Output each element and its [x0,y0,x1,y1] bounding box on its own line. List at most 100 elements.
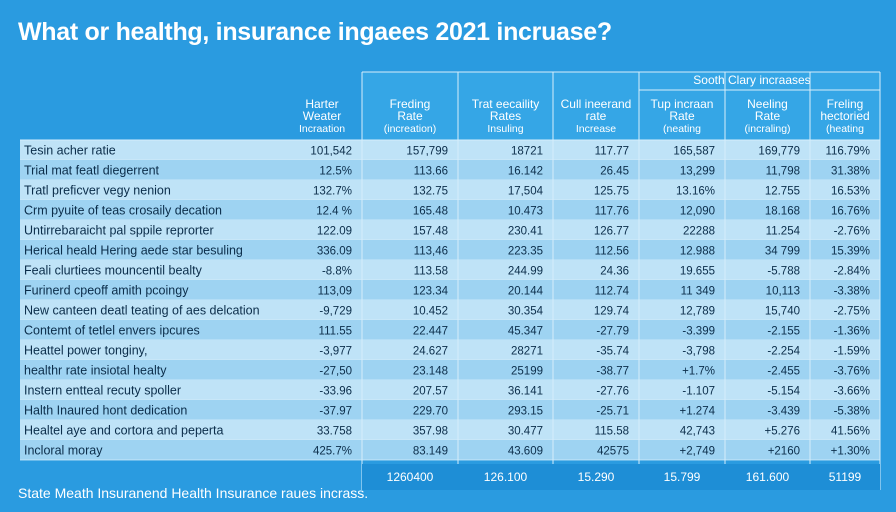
table-row [20,240,880,260]
table-cell: 42,743 [680,426,715,438]
table-cell: -1.36% [834,326,870,338]
table-cell: 12,789 [680,306,715,318]
table-cell: 18721 [511,146,543,158]
table-row [20,200,880,220]
table-cell: -2.155 [767,326,800,338]
table-cell: 10,113 [766,286,800,298]
table-cell: -2.254 [767,346,800,358]
table-cell: 123.34 [413,286,449,298]
table-row [20,440,880,460]
column-header-0-line-0: Harter [305,97,338,111]
table-cell: -3.66% [834,386,870,398]
table-cell: 41.56% [831,426,870,438]
table-cell: 117.77 [595,146,629,158]
table-cell: +2,749 [680,446,716,458]
table-cell: +2160 [768,446,800,458]
table-cell: 24.36 [600,266,629,278]
column-header-6-line-2: (heating [826,123,864,135]
table-cell: 117.76 [595,206,629,218]
table-cell: 113,09 [318,286,352,298]
column-header-5-line-1: Rate [755,109,781,123]
table-cell: 165.48 [413,206,448,218]
table-row [20,220,880,240]
table-cell: 11,798 [766,166,800,178]
table-cell: -37.97 [319,406,352,418]
row-label: Feali clurtiees mouncentil bealty [24,264,203,278]
table-cell: 157.48 [413,226,448,238]
table-cell: -1.59% [834,346,870,358]
column-header-1-line-0: Freding [390,97,431,111]
table-cell: 20.144 [508,286,544,298]
table-cell: 26.45 [600,166,629,178]
header-panel [362,72,880,140]
column-header-3-line-2: Increase [576,123,616,135]
table-cell: 16.142 [508,166,543,178]
table-cell: 12.988 [680,246,715,258]
table-cell: 101,542 [310,146,352,158]
row-label: Incloral moray [24,444,103,458]
table-cell: 125.75 [594,186,629,198]
table-cell: 36.141 [508,386,543,398]
chart-title: What or healthg, insurance ingaees 2021 … [18,18,612,46]
row-label: Instern entteal recuty spoller [24,384,181,398]
table-row [20,360,880,380]
table-cell: 207.57 [413,386,448,398]
table-cell: -8.8% [322,266,352,278]
table-row [20,140,880,160]
table-cell: 165,587 [673,146,715,158]
table-cell: -5.154 [767,386,800,398]
row-label: Healtel aye and cortora and peperta [24,424,223,438]
chart-footnote: State Meath Insuranend Health Insurance … [18,485,369,501]
totals-cell: 15.290 [578,470,615,484]
table-cell: -5.788 [767,266,800,278]
table-cell: 244.99 [508,266,543,278]
table-cell: -2.84% [834,266,870,278]
table-cell: 157,799 [406,146,448,158]
table-row [20,380,880,400]
table-cell: 45.347 [508,326,543,338]
row-label: Halth Inaured hont dedication [24,404,187,418]
column-header-6-line-0: Freling [827,97,864,111]
table-cell: 113,46 [414,246,448,258]
totals-cell: 51199 [829,470,862,484]
table-cell: 16.53% [831,186,870,198]
table-cell: 22.447 [413,326,448,338]
column-header-5-line-2: (incraling) [744,123,790,135]
table-cell: 30.354 [508,306,544,318]
table-cell: 229.70 [413,406,448,418]
table-cell: 12.755 [765,186,800,198]
table-cell: 12,090 [680,206,715,218]
column-header-4-line-0: Tup incraan [651,97,714,111]
table-cell: 15.39% [831,246,870,258]
column-header-2-line-1: Rates [490,109,521,123]
table-cell: 18.168 [765,206,800,218]
table-cell: 24.627 [413,346,448,358]
totals-cell: 161.600 [746,470,790,484]
table-row [20,180,880,200]
table-cell: 230.41 [508,226,543,238]
table-cell: 10.473 [508,206,543,218]
table-cell: -3,977 [319,346,352,358]
column-header-3-line-1: rate [586,109,607,123]
table-cell: 129.74 [594,306,630,318]
table-cell: -2.75% [834,306,870,318]
table-cell: +1.7% [682,366,715,378]
totals-cell: 126.100 [484,470,528,484]
row-label: healthr rate insiotal healty [24,364,167,378]
table-cell: 357.98 [413,426,448,438]
column-header-5-line-0: Neeling [747,97,788,111]
table-cell: 30.477 [508,426,543,438]
table-cell: 17,504 [508,186,544,198]
table-cell: 122.09 [317,226,352,238]
table-cell: -27.79 [596,326,629,338]
table-cell: 336.09 [317,246,352,258]
table-cell: 25199 [511,366,543,378]
table-cell: 43.609 [508,446,543,458]
table-cell: -2.455 [767,366,800,378]
table-cell: 15,740 [765,306,800,318]
table-cell: 126.77 [594,226,629,238]
table-cell: 12.5% [319,166,352,178]
row-label: Herical heald Hering aede star besuling [24,244,243,258]
column-header-1-line-1: Rate [397,109,423,123]
